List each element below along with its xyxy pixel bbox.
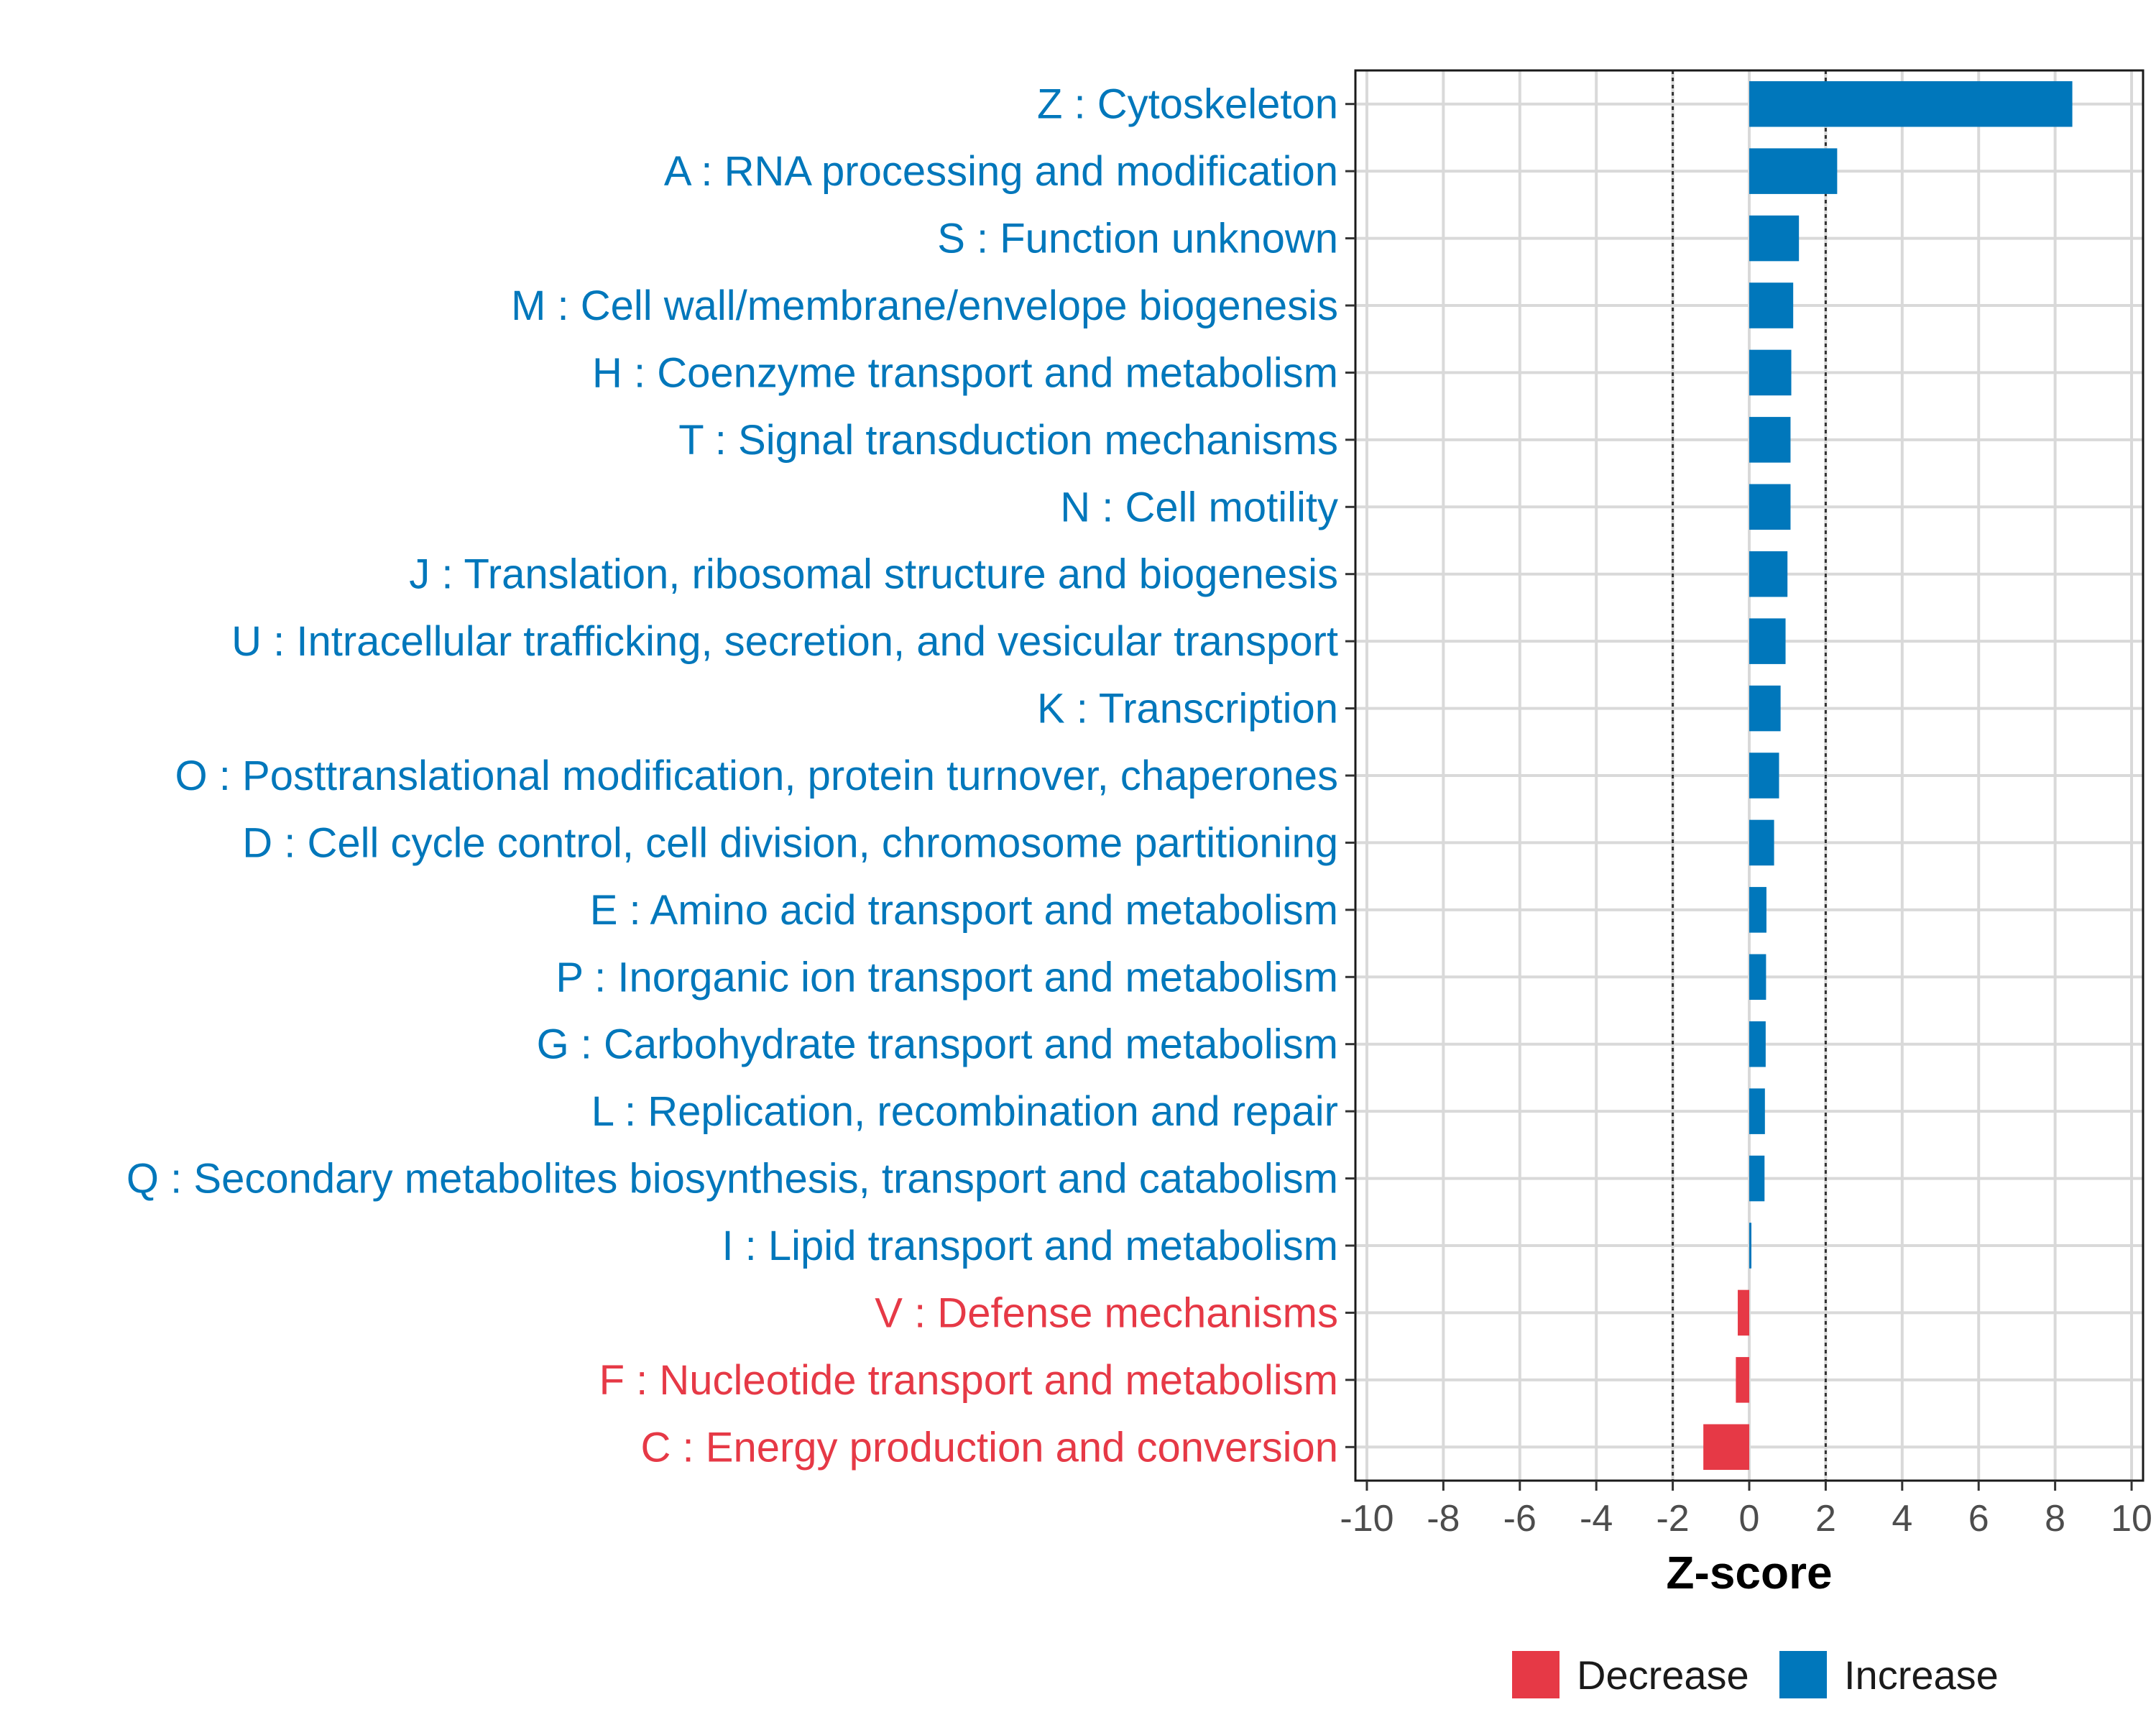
category-label: J : Translation, ribosomal structure and…	[409, 551, 1338, 598]
bar	[1749, 484, 1791, 530]
category-label: T : Signal transduction mechanisms	[678, 417, 1338, 464]
category-label: A : RNA processing and modification	[664, 148, 1338, 195]
bar	[1749, 349, 1792, 396]
bar	[1749, 551, 1788, 597]
x-tick-label: 6	[1968, 1498, 1989, 1540]
x-axis-title: Z-score	[1666, 1547, 1832, 1598]
x-tick-label: 8	[2045, 1498, 2065, 1540]
bar	[1749, 148, 1838, 194]
category-label: F : Nucleotide transport and metabolism	[599, 1357, 1338, 1404]
x-tick-label: 2	[1815, 1498, 1836, 1540]
bar	[1749, 618, 1786, 664]
x-axis-ticks: -10 -8 -6 -4 -2 0 2 4 6 8 10	[1340, 1481, 2152, 1540]
category-label: O : Posttranslational modification, prot…	[175, 753, 1338, 799]
legend-swatch	[1512, 1651, 1560, 1698]
x-tick-label: -2	[1656, 1498, 1689, 1540]
legend: Decrease Increase	[1512, 1651, 1999, 1698]
bar	[1749, 685, 1781, 732]
category-label: Q : Secondary metabolites biosynthesis, …	[126, 1156, 1338, 1202]
x-tick-label: 10	[2111, 1498, 2152, 1540]
category-label: C : Energy production and conversion	[641, 1424, 1338, 1471]
bar	[1749, 417, 1791, 463]
bar	[1749, 215, 1800, 262]
bar	[1749, 819, 1774, 866]
bar	[1749, 1223, 1751, 1269]
x-tick-label: -10	[1340, 1498, 1393, 1540]
category-label: I : Lipid transport and metabolism	[722, 1223, 1338, 1269]
category-label: U : Intracellular trafficking, secretion…	[231, 618, 1338, 665]
bar	[1749, 282, 1794, 328]
x-tick-label: -4	[1580, 1498, 1613, 1540]
legend-swatch	[1779, 1651, 1827, 1698]
category-label: L : Replication, recombination and repai…	[591, 1088, 1338, 1135]
bar	[1749, 753, 1779, 799]
category-label: P : Inorganic ion transport and metaboli…	[556, 954, 1338, 1000]
x-tick-label: 0	[1739, 1498, 1760, 1540]
bar	[1738, 1289, 1749, 1336]
bar	[1749, 80, 2073, 127]
category-label: M : Cell wall/membrane/envelope biogenes…	[511, 282, 1338, 329]
bar	[1736, 1357, 1749, 1403]
y-axis-ticks: Z : Cytoskeleton A : RNA processing and m…	[126, 81, 1355, 1471]
category-label: G : Carbohydrate transport and metabolis…	[537, 1021, 1338, 1068]
category-label: H : Coenzyme transport and metabolism	[592, 349, 1338, 396]
x-tick-label: -8	[1427, 1498, 1460, 1540]
bar	[1749, 1155, 1765, 1202]
bars	[1703, 80, 2073, 1471]
bar	[1703, 1424, 1749, 1471]
bar	[1749, 954, 1766, 1000]
category-label: N : Cell motility	[1060, 484, 1338, 530]
category-label: S : Function unknown	[937, 216, 1338, 262]
reference-lines	[1672, 70, 1827, 1481]
category-label: E : Amino acid transport and metabolism	[590, 887, 1338, 934]
bar	[1749, 887, 1766, 933]
legend-label: Increase	[1844, 1652, 1999, 1698]
legend-label: Decrease	[1577, 1652, 1749, 1698]
x-tick-label: -6	[1503, 1498, 1537, 1540]
category-label: V : Defense mechanisms	[875, 1289, 1338, 1336]
bar	[1749, 1088, 1765, 1134]
bar	[1749, 1021, 1766, 1067]
x-tick-label: 4	[1892, 1498, 1912, 1540]
category-label: Z : Cytoskeleton	[1037, 81, 1338, 128]
category-label: K : Transcription	[1037, 686, 1338, 732]
category-label: D : Cell cycle control, cell division, c…	[242, 819, 1338, 866]
